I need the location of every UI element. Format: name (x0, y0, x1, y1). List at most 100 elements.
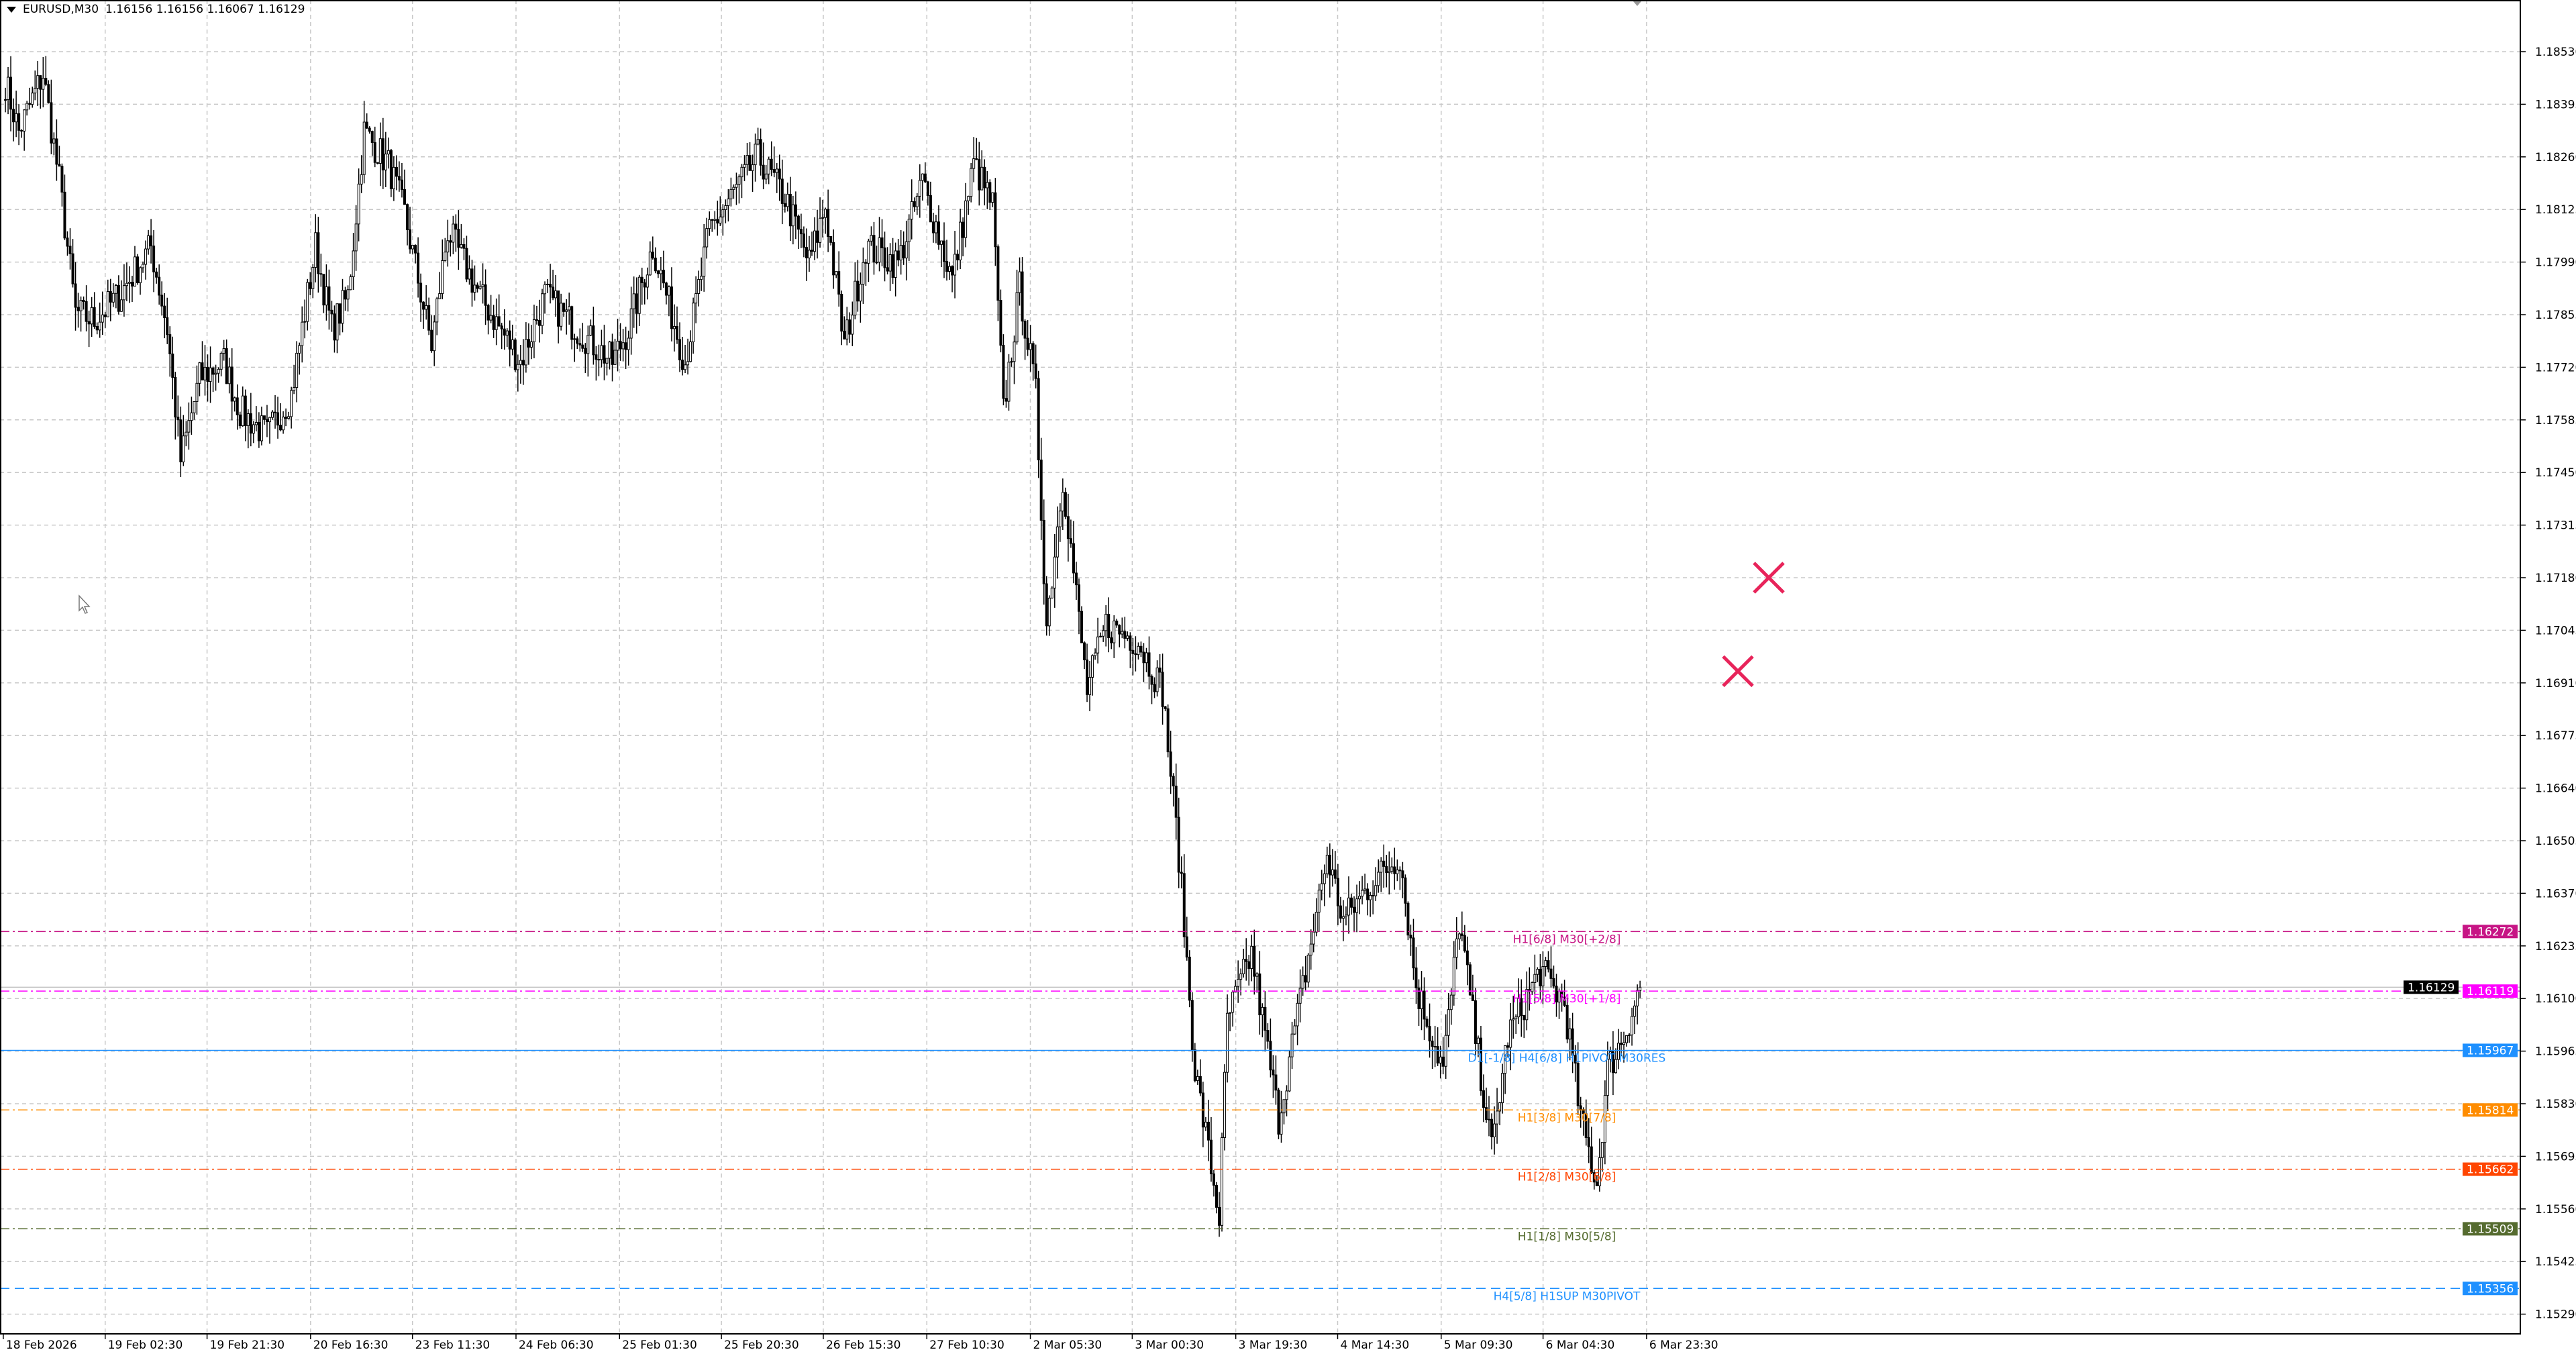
candle-body (144, 248, 148, 265)
candle-body (554, 290, 558, 299)
candle-body (1579, 1105, 1582, 1110)
candle (1290, 1021, 1294, 1070)
candle (700, 257, 703, 291)
candle (902, 231, 905, 265)
candle (241, 386, 244, 427)
candle (1493, 1106, 1496, 1155)
candle-body (303, 321, 307, 323)
candle-body (541, 293, 544, 326)
candle-body (845, 319, 849, 340)
candle-body (864, 262, 868, 264)
candle (489, 295, 493, 323)
candle-body (557, 290, 560, 327)
candle (1361, 876, 1364, 904)
candle-body (1212, 1174, 1215, 1186)
candle-body (1398, 870, 1402, 872)
candle (735, 172, 738, 205)
candle (478, 280, 482, 290)
candle-body (60, 166, 64, 193)
candle (980, 150, 984, 191)
candle (1355, 884, 1359, 933)
candle-body (1631, 1016, 1634, 1035)
candle-body (791, 204, 794, 227)
candle (1460, 911, 1463, 941)
candle (25, 101, 29, 116)
candle (1633, 1000, 1637, 1035)
candle-body (25, 103, 29, 111)
candle (333, 305, 336, 353)
candle (929, 181, 932, 223)
candle (1441, 1037, 1445, 1075)
candle-body (1336, 878, 1339, 906)
candle-body (516, 364, 519, 370)
candle-body (694, 293, 698, 304)
candle-body (1358, 896, 1361, 900)
candle-body (1565, 1004, 1569, 1040)
candle (322, 274, 325, 313)
y-tick-label: 1.18395 (2535, 98, 2576, 111)
candle-body (544, 284, 547, 295)
candle (1603, 1080, 1606, 1165)
candle (454, 214, 458, 252)
candle-body (951, 266, 954, 276)
candle (114, 284, 117, 309)
candle (851, 301, 854, 346)
candle-body (1455, 938, 1458, 958)
candle (1161, 654, 1164, 725)
candle (627, 330, 630, 366)
candle-body (835, 271, 838, 276)
candle-body (1363, 888, 1367, 891)
candle (740, 164, 743, 199)
candle-body (119, 299, 123, 312)
candle-body (1102, 630, 1105, 637)
plot-frame (0, 0, 2521, 1335)
candle (778, 154, 781, 201)
candle (230, 348, 234, 421)
candle (179, 406, 183, 477)
candle (1094, 648, 1097, 660)
candle-body (166, 317, 169, 335)
candle (799, 213, 803, 248)
candle (497, 294, 501, 327)
candle (1306, 953, 1310, 988)
candle (1433, 1025, 1437, 1067)
candle (198, 362, 201, 397)
candle-body (659, 270, 662, 274)
candle (745, 142, 749, 176)
candle (1182, 854, 1186, 948)
x-tick-label: 6 Mar 04:30 (1546, 1339, 1615, 1352)
candle-body (1528, 989, 1531, 992)
candle-body (1245, 959, 1248, 962)
candle-body (1026, 337, 1029, 350)
candle (659, 256, 662, 291)
candle-body (692, 303, 695, 343)
candle (293, 364, 296, 395)
candle (1129, 632, 1132, 668)
candle (403, 169, 406, 205)
candle (1465, 936, 1469, 986)
candle-body (109, 291, 112, 303)
candle (1102, 625, 1105, 642)
dropdown-triangle-icon[interactable] (7, 6, 16, 13)
candle-body (74, 283, 77, 308)
candle (20, 129, 23, 138)
candle (1409, 925, 1412, 956)
candle-body (444, 252, 447, 262)
candle-body (1633, 1005, 1637, 1017)
candle (82, 296, 85, 310)
candle (444, 238, 447, 262)
candle (486, 303, 490, 335)
candle (1145, 647, 1148, 672)
candle (378, 122, 382, 187)
candle (319, 254, 323, 287)
candle-body (381, 138, 384, 170)
candle (878, 217, 881, 272)
candle-body (28, 103, 32, 105)
candle-body (1457, 933, 1461, 939)
candle-body (1293, 1025, 1296, 1035)
candle (1288, 1050, 1291, 1092)
candle-body (859, 283, 862, 302)
candle (508, 320, 511, 367)
candle-body (568, 306, 571, 311)
